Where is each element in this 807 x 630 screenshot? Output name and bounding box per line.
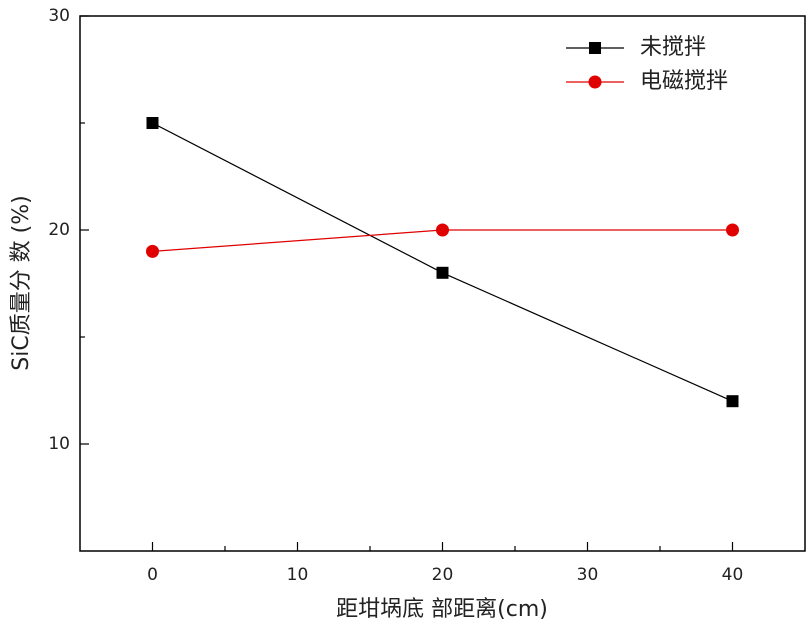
y-tick-label: 10	[48, 434, 70, 454]
marker	[726, 223, 739, 237]
y-tick-label: 20	[48, 220, 70, 240]
y-tick-label: 30	[48, 6, 70, 26]
marker	[146, 244, 159, 258]
marker	[726, 395, 739, 408]
x-tick-label: 20	[432, 565, 454, 585]
plot-frame	[79, 15, 806, 552]
series-line	[152, 122, 733, 402]
marker	[436, 266, 449, 279]
legend-label: 未搅拌	[640, 35, 706, 60]
x-axis-title: 距坩埚底 部距离(cm)	[336, 597, 548, 622]
x-tick-label: 0	[147, 565, 158, 585]
x-tick-label: 40	[722, 565, 744, 585]
legend-marker	[589, 42, 601, 54]
x-tick-label: 10	[287, 565, 309, 585]
legend-label: 电磁搅拌	[640, 69, 728, 94]
legend-marker	[588, 75, 602, 89]
marker	[146, 117, 159, 129]
marker	[436, 223, 449, 237]
y-axis-title: SiC质量分 数 (%)	[9, 195, 34, 371]
x-tick-label: 30	[577, 565, 599, 585]
